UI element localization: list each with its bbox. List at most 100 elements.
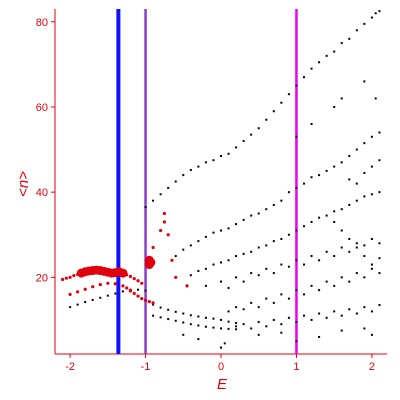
data-point — [128, 274, 133, 279]
data-point — [69, 306, 72, 309]
data-point — [235, 306, 238, 309]
data-point — [257, 333, 260, 336]
data-point — [143, 298, 148, 302]
data-point — [166, 233, 170, 237]
data-point — [340, 161, 343, 164]
data-point — [174, 310, 177, 313]
data-point — [212, 263, 215, 266]
data-point — [280, 263, 283, 266]
data-point — [280, 101, 283, 104]
data-point — [140, 297, 144, 301]
data-point — [197, 338, 200, 341]
data-point — [340, 276, 343, 279]
data-point — [280, 293, 283, 296]
data-point — [363, 306, 366, 309]
data-point — [370, 333, 373, 336]
data-point — [76, 290, 80, 294]
data-point — [140, 281, 144, 285]
data-point — [197, 165, 200, 168]
data-point — [378, 191, 381, 194]
data-point — [204, 325, 207, 328]
data-point — [162, 220, 167, 224]
data-point — [250, 301, 253, 304]
data-point — [204, 235, 207, 238]
black-points-series — [69, 10, 381, 349]
data-point — [295, 229, 298, 232]
data-point — [340, 314, 343, 317]
data-point — [287, 93, 290, 96]
data-point — [151, 245, 155, 250]
data-point — [348, 238, 351, 240]
data-point — [318, 216, 321, 219]
y-tick-label: 40 — [36, 187, 48, 199]
data-point — [68, 292, 72, 296]
data-point — [272, 272, 275, 275]
data-point — [159, 306, 162, 309]
data-point — [204, 316, 207, 319]
data-point — [91, 298, 94, 301]
data-point — [114, 292, 117, 295]
data-point — [235, 321, 238, 324]
data-point — [340, 229, 343, 232]
data-point — [272, 318, 275, 321]
data-point — [318, 289, 321, 292]
data-point — [242, 280, 245, 283]
data-point — [340, 329, 343, 332]
vertical-lines — [116, 9, 298, 354]
data-point — [64, 276, 68, 280]
data-point — [242, 252, 245, 255]
data-point — [174, 255, 177, 258]
data-point — [355, 312, 358, 315]
data-point — [378, 242, 381, 245]
data-point — [295, 340, 298, 343]
data-point — [355, 148, 358, 151]
data-point — [355, 29, 358, 32]
data-point — [363, 255, 366, 258]
data-point — [378, 272, 381, 275]
data-point — [363, 276, 366, 279]
x-axis-label: E — [217, 376, 228, 393]
data-point — [189, 274, 192, 277]
data-point — [197, 240, 200, 243]
data-point — [257, 246, 260, 249]
data-point — [348, 154, 351, 157]
data-point — [370, 238, 373, 240]
data-point — [318, 61, 321, 64]
x-tick-label: -2 — [65, 361, 75, 373]
data-point — [167, 318, 170, 321]
data-point — [137, 288, 139, 291]
data-point — [197, 324, 200, 327]
data-point — [128, 288, 133, 292]
data-point — [318, 259, 321, 262]
data-point — [370, 135, 373, 138]
data-point — [333, 105, 336, 108]
data-point — [363, 22, 366, 25]
data-point — [152, 314, 155, 317]
data-point — [340, 208, 343, 211]
data-point — [318, 312, 321, 315]
data-point — [363, 171, 366, 174]
data-point — [355, 182, 358, 185]
data-point — [265, 208, 268, 211]
data-point — [76, 303, 79, 306]
y-ticks: 20 40 60 80 — [36, 17, 55, 284]
data-point — [212, 317, 215, 320]
data-point — [212, 231, 215, 234]
data-point — [144, 206, 147, 209]
data-point — [227, 152, 230, 155]
data-point — [325, 54, 328, 57]
data-point — [265, 325, 268, 328]
data-point — [235, 146, 238, 149]
data-point — [121, 290, 124, 293]
data-point — [60, 277, 65, 282]
data-point — [182, 248, 185, 251]
data-point — [189, 314, 192, 317]
data-point — [378, 257, 381, 260]
data-point — [310, 318, 313, 321]
data-point — [265, 118, 268, 121]
data-point — [257, 212, 260, 215]
data-point — [370, 165, 373, 168]
data-point — [185, 284, 189, 288]
data-point — [363, 80, 366, 83]
data-point — [189, 169, 192, 171]
